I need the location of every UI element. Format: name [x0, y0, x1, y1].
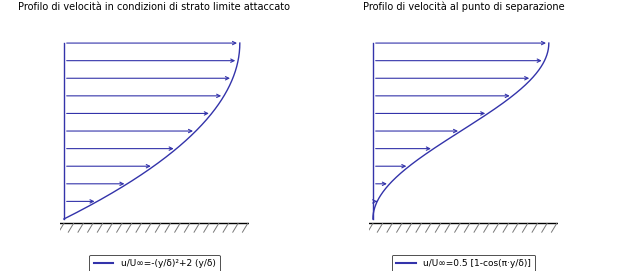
- Legend: u/U∞=0.5 [1-cos(π·y/δ)]: u/U∞=0.5 [1-cos(π·y/δ)]: [392, 255, 535, 271]
- Legend: u/U∞=-(y/δ)²+2 (y/δ): u/U∞=-(y/δ)²+2 (y/δ): [89, 255, 220, 271]
- Text: Profilo di velocità al punto di separazione: Profilo di velocità al punto di separazi…: [363, 2, 564, 12]
- Text: Profilo di velocità in condizioni di strato limite attaccato: Profilo di velocità in condizioni di str…: [19, 2, 290, 12]
